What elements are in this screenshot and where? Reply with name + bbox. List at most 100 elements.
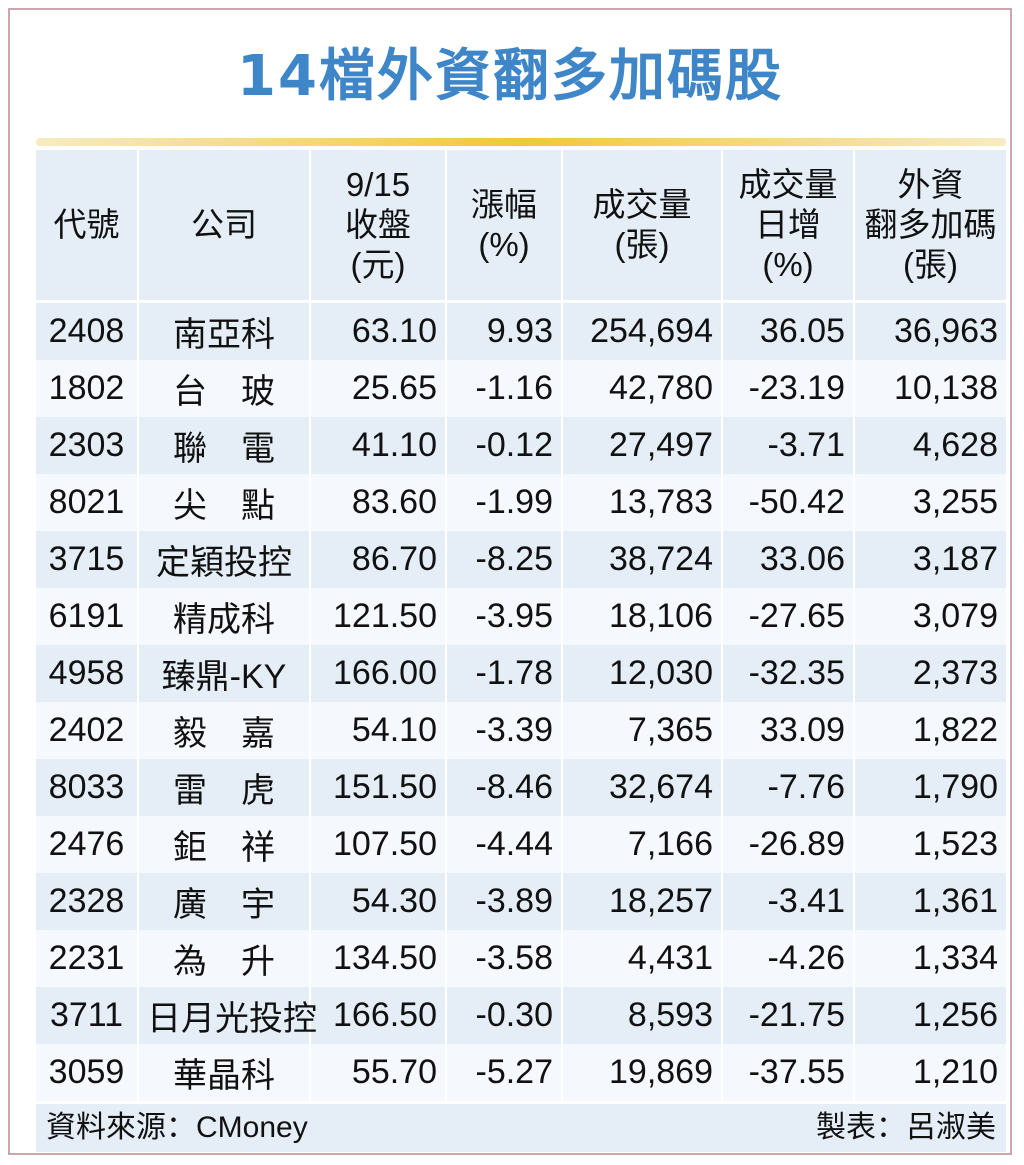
- cell-change: -3.89: [445, 873, 562, 930]
- cell-change: -3.95: [445, 588, 562, 645]
- header-line: 收盤: [345, 206, 411, 243]
- header-line: (張): [903, 246, 958, 283]
- table-row: 2231 為 升 134.50 -3.58 4,431 -4.26 1,334: [36, 930, 1006, 987]
- header-line: 漲幅: [471, 186, 537, 223]
- cell-code: 3059: [36, 1044, 138, 1101]
- table-row: 2328 廣 宇 54.30 -3.89 18,257 -3.41 1,361: [36, 873, 1006, 930]
- header-foreign-buy: 外資 翻多加碼 (張): [853, 150, 1006, 303]
- cell-close: 83.60: [309, 474, 446, 531]
- cell-code: 3715: [36, 531, 138, 588]
- cell-company: 台 玻: [137, 360, 310, 417]
- cell-volume-change: -50.42: [721, 474, 854, 531]
- cell-foreign-buy: 1,210: [853, 1044, 1006, 1101]
- cell-volume-change: -7.76: [721, 759, 854, 816]
- cell-foreign-buy: 1,523: [853, 816, 1006, 873]
- cell-volume: 38,724: [561, 531, 722, 588]
- cell-company: 廣 宇: [137, 873, 310, 930]
- cell-code: 8033: [36, 759, 138, 816]
- cell-volume: 18,257: [561, 873, 722, 930]
- cell-volume-change: -3.71: [721, 417, 854, 474]
- cell-company: 日月光投控: [137, 987, 317, 1044]
- cell-company: 精成科: [137, 588, 310, 645]
- header-close: 9/15 收盤 (元): [309, 150, 446, 303]
- cell-volume-change: 33.09: [721, 702, 854, 759]
- cell-change: -0.30: [445, 987, 562, 1044]
- cell-change: 9.93: [445, 301, 562, 360]
- cell-volume: 12,030: [561, 645, 722, 702]
- header-line: 成交量: [592, 186, 692, 223]
- cell-volume: 8,593: [561, 987, 722, 1044]
- cell-foreign-buy: 4,628: [853, 417, 1006, 474]
- table-row: 8033 雷 虎 151.50 -8.46 32,674 -7.76 1,790: [36, 759, 1006, 816]
- table-row: 8021 尖 點 83.60 -1.99 13,783 -50.42 3,255: [36, 474, 1006, 531]
- header-volume: 成交量 (張): [561, 150, 722, 303]
- cell-code: 2476: [36, 816, 138, 873]
- table-row: 3711 日月光投控 166.50 -0.30 8,593 -21.75 1,256: [36, 987, 1006, 1044]
- cell-company: 毅 嘉: [137, 702, 310, 759]
- cell-close: 25.65: [309, 360, 446, 417]
- page-title: 14檔外資翻多加碼股: [237, 44, 783, 109]
- cell-close: 54.10: [309, 702, 446, 759]
- header-row: 代號 公司 9/15 收盤 (元) 漲幅 (%) 成交量 (張) 成交量 日增 (%) 外資 翻多加碼 (張…: [36, 150, 1006, 303]
- table-body: 2408 南亞科 63.10 9.93 254,694 36.05 36,963 1802 台 …: [36, 301, 1006, 1101]
- cell-volume-change: -26.89: [721, 816, 854, 873]
- cell-change: -1.16: [445, 360, 562, 417]
- cell-close: 121.50: [309, 588, 446, 645]
- cell-close: 63.10: [309, 301, 446, 360]
- cell-volume: 42,780: [561, 360, 722, 417]
- stock-table: 代號 公司 9/15 收盤 (元) 漲幅 (%) 成交量 (張) 成交量 日增 (%) 外資 翻多加碼 (張…: [36, 150, 1006, 1101]
- header-line: (%): [478, 226, 530, 263]
- cell-volume: 13,783: [561, 474, 722, 531]
- cell-foreign-buy: 36,963: [853, 301, 1006, 360]
- cell-volume: 27,497: [561, 417, 722, 474]
- cell-code: 4958: [36, 645, 138, 702]
- cell-change: -1.99: [445, 474, 562, 531]
- header-line: 代號: [53, 206, 120, 243]
- cell-company: 華晶科: [137, 1044, 310, 1101]
- cell-company: 為 升: [137, 930, 310, 987]
- cell-foreign-buy: 3,079: [853, 588, 1006, 645]
- cell-change: -3.58: [445, 930, 562, 987]
- cell-code: 2328: [36, 873, 138, 930]
- cell-volume-change: -27.65: [721, 588, 854, 645]
- cell-code: 8021: [36, 474, 138, 531]
- cell-company: 雷 虎: [137, 759, 310, 816]
- cell-change: -4.44: [445, 816, 562, 873]
- table-row: 2303 聯 電 41.10 -0.12 27,497 -3.71 4,628: [36, 417, 1006, 474]
- cell-close: 134.50: [309, 930, 446, 987]
- cell-company: 鉅 祥: [137, 816, 310, 873]
- cell-company: 臻鼎-KY: [137, 645, 310, 702]
- header-line: (張): [614, 226, 670, 263]
- header-line: (元): [350, 246, 406, 283]
- cell-volume: 4,431: [561, 930, 722, 987]
- cell-company: 聯 電: [137, 417, 310, 474]
- cell-close: 151.50: [309, 759, 446, 816]
- cell-volume: 7,365: [561, 702, 722, 759]
- table-row: 3059 華晶科 55.70 -5.27 19,869 -37.55 1,210: [36, 1044, 1006, 1101]
- cell-foreign-buy: 1,822: [853, 702, 1006, 759]
- cell-code: 1802: [36, 360, 138, 417]
- cell-foreign-buy: 3,187: [853, 531, 1006, 588]
- cell-volume-change: 36.05: [721, 301, 854, 360]
- cell-close: 107.50: [309, 816, 446, 873]
- cell-code: 2231: [36, 930, 138, 987]
- table-row: 2402 毅 嘉 54.10 -3.39 7,365 33.09 1,822: [36, 702, 1006, 759]
- table-row: 1802 台 玻 25.65 -1.16 42,780 -23.19 10,138: [36, 360, 1006, 417]
- cell-close: 54.30: [309, 873, 446, 930]
- cell-foreign-buy: 1,790: [853, 759, 1006, 816]
- table-header: 代號 公司 9/15 收盤 (元) 漲幅 (%) 成交量 (張) 成交量 日增 (%) 外資 翻多加碼 (張…: [36, 150, 1006, 303]
- header-line: (%): [762, 246, 814, 283]
- cell-volume-change: -3.41: [721, 873, 854, 930]
- cell-volume: 19,869: [561, 1044, 722, 1101]
- cell-close: 86.70: [309, 531, 446, 588]
- cell-volume: 7,166: [561, 816, 722, 873]
- cell-change: -8.46: [445, 759, 562, 816]
- cell-code: 2303: [36, 417, 138, 474]
- cell-close: 166.00: [309, 645, 446, 702]
- header-line: 外資: [897, 166, 964, 203]
- table-row: 2408 南亞科 63.10 9.93 254,694 36.05 36,963: [36, 301, 1006, 360]
- header-change: 漲幅 (%): [445, 150, 562, 303]
- cell-company: 定穎投控: [137, 531, 310, 588]
- cell-close: 41.10: [309, 417, 446, 474]
- cell-volume-change: -21.75: [721, 987, 854, 1044]
